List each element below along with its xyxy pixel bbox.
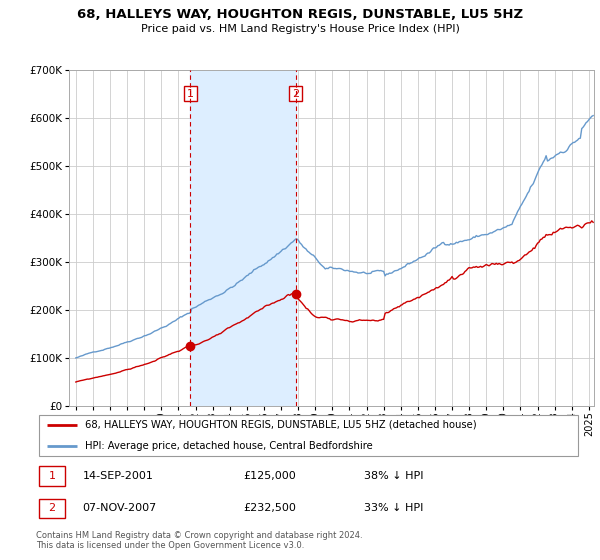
Text: Price paid vs. HM Land Registry's House Price Index (HPI): Price paid vs. HM Land Registry's House … — [140, 24, 460, 34]
Bar — [190, 70, 296, 406]
Text: £232,500: £232,500 — [244, 503, 296, 514]
FancyBboxPatch shape — [39, 498, 65, 518]
Text: 14-SEP-2001: 14-SEP-2001 — [82, 471, 153, 481]
Text: 1: 1 — [49, 471, 55, 481]
Text: 07-NOV-2007: 07-NOV-2007 — [82, 503, 157, 514]
Text: 33% ↓ HPI: 33% ↓ HPI — [364, 503, 423, 514]
Text: £125,000: £125,000 — [244, 471, 296, 481]
FancyBboxPatch shape — [39, 416, 578, 456]
Text: 68, HALLEYS WAY, HOUGHTON REGIS, DUNSTABLE, LU5 5HZ (detached house): 68, HALLEYS WAY, HOUGHTON REGIS, DUNSTAB… — [85, 420, 477, 430]
Text: 2: 2 — [48, 503, 55, 514]
Text: 1: 1 — [187, 88, 194, 99]
Text: 38% ↓ HPI: 38% ↓ HPI — [364, 471, 423, 481]
Text: Contains HM Land Registry data © Crown copyright and database right 2024.
This d: Contains HM Land Registry data © Crown c… — [36, 531, 362, 550]
Text: 68, HALLEYS WAY, HOUGHTON REGIS, DUNSTABLE, LU5 5HZ: 68, HALLEYS WAY, HOUGHTON REGIS, DUNSTAB… — [77, 8, 523, 21]
FancyBboxPatch shape — [39, 466, 65, 486]
Text: 2: 2 — [292, 88, 299, 99]
Text: HPI: Average price, detached house, Central Bedfordshire: HPI: Average price, detached house, Cent… — [85, 441, 373, 451]
